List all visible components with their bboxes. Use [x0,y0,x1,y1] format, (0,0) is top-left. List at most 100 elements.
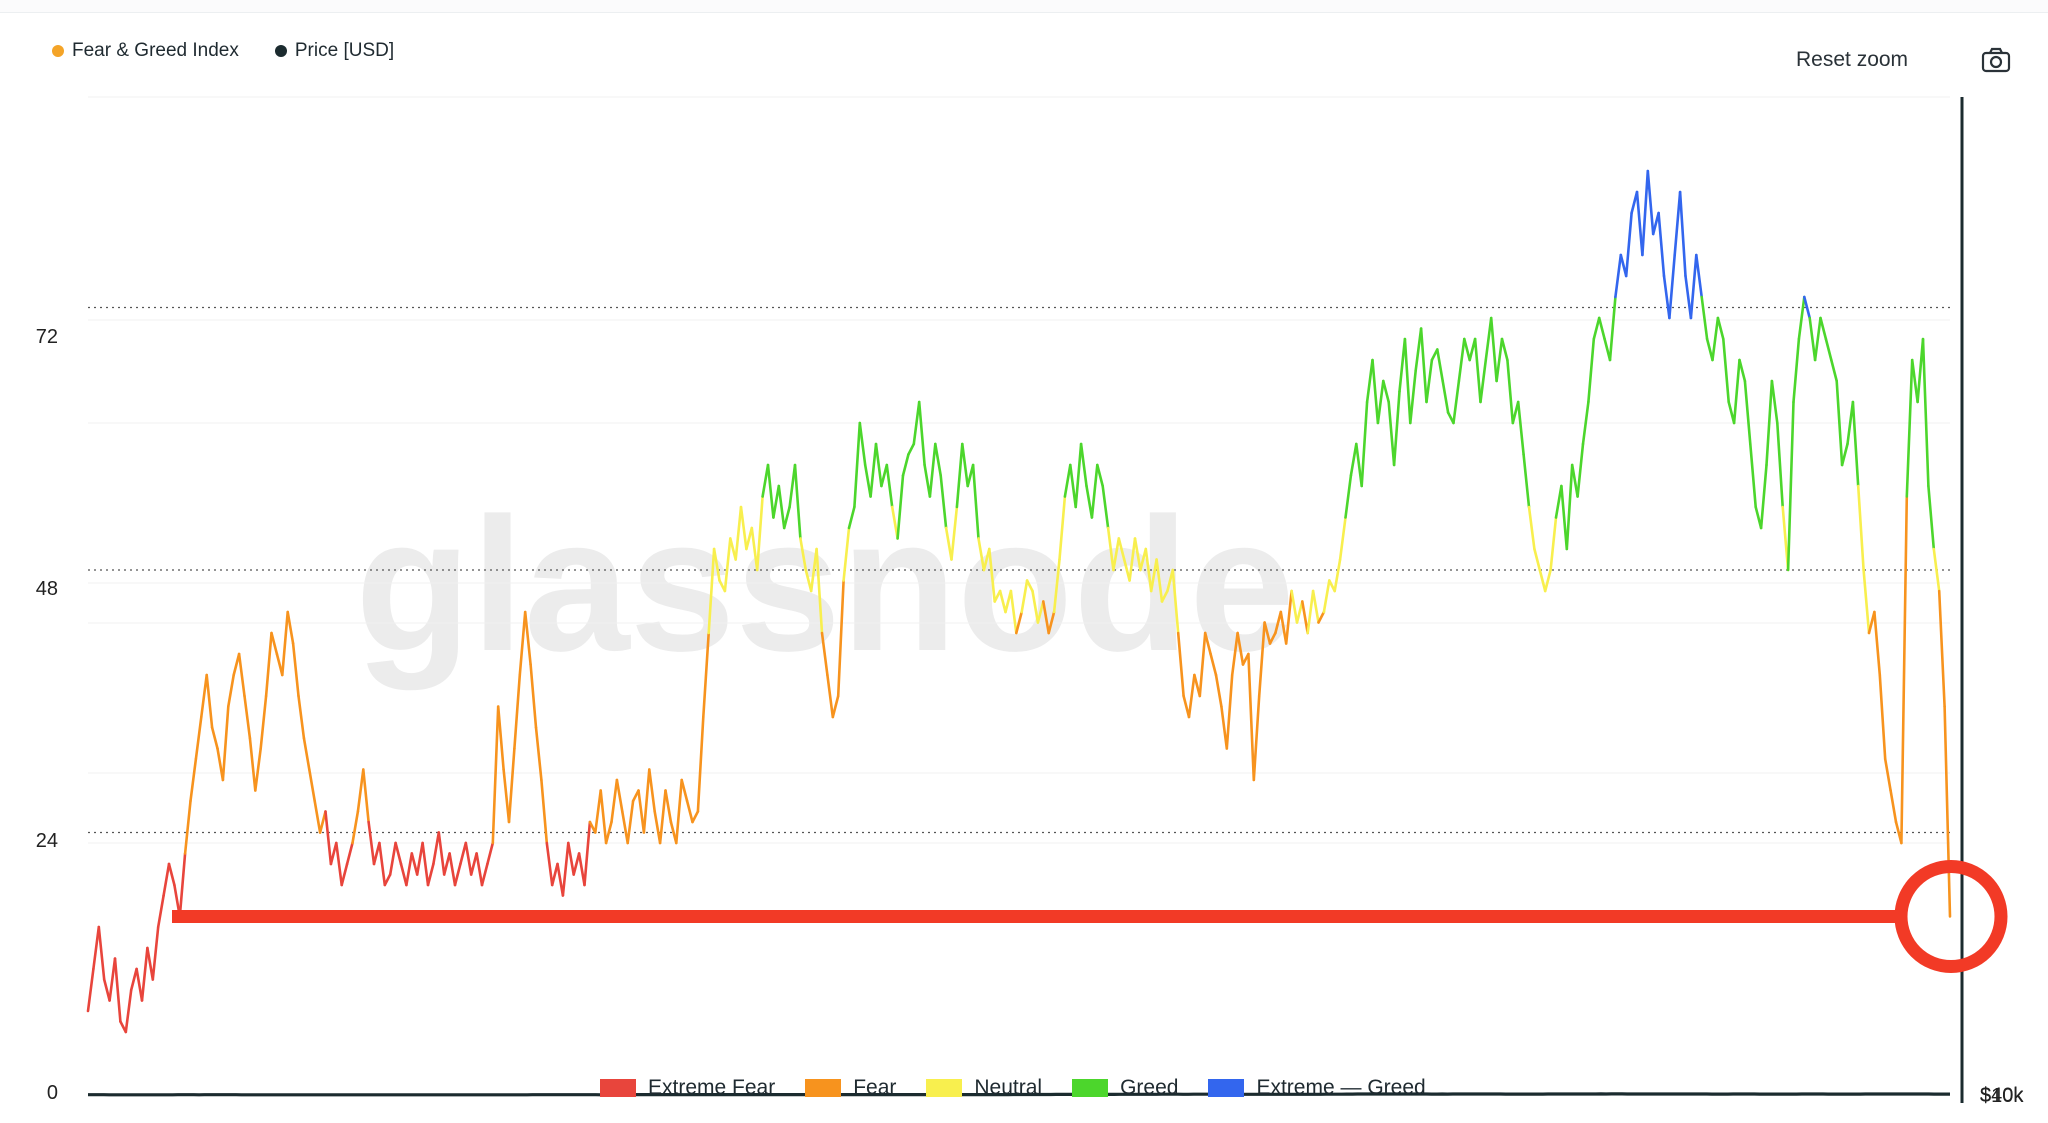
legend-item-fear-greed-index[interactable]: Fear & Greed Index [52,40,239,62]
fear-greed-segment [1279,610,1288,645]
fear-greed-segment [977,537,986,572]
fear-greed-segment [1641,169,1650,257]
fear-greed-segment [129,967,138,992]
fear-greed-segment [1349,442,1358,477]
fear-greed-segment [847,505,856,530]
legend-item-greed[interactable]: Greed [1072,1076,1178,1100]
fear-greed-segment [1937,589,1946,708]
fear-greed-segment [340,862,349,887]
camera-icon[interactable] [1980,46,2012,74]
legend-label-fear-greed: Fear & Greed Index [72,40,239,61]
fear-greed-segment [1376,379,1385,425]
fear-greed-segment [1252,694,1261,782]
fear-greed-segment [367,820,376,866]
fear-greed-segment [739,505,748,551]
fear-greed-segment [1268,631,1277,645]
fear-greed-segment [928,442,937,498]
left-tick-label: 72 [36,326,58,348]
fear-greed-segment [880,463,889,488]
legend-dot-price [274,45,287,57]
fear-greed-segment [464,841,473,876]
legend-item-price[interactable]: Price [USD] [274,40,394,62]
fear-greed-segment [183,799,192,855]
fear-greed-segment [1290,589,1299,624]
fear-greed-segment [1533,547,1542,572]
legend-item-neutral[interactable]: Neutral [926,1076,1042,1100]
fear-greed-segment [1220,705,1229,750]
fear-greed-segment [1813,316,1822,362]
fear-greed-segment [1198,631,1207,698]
fear-greed-segment [1355,442,1363,488]
fear-greed-segment [146,946,155,981]
fear-greed-segment [453,862,462,887]
fear-greed-segment [1106,526,1115,572]
fear-greed-segment [1182,694,1191,719]
fear-greed-segment [1700,295,1709,341]
right-tick-label: $10k [1980,1085,2024,1107]
fear-greed-segment [210,726,219,750]
fear-greed-segment [691,810,700,824]
fear-greed-segment [1096,463,1104,488]
fear-greed-segment [1576,442,1585,498]
fear-greed-segment [1776,421,1784,509]
fear-greed-segment [1133,537,1142,572]
fear-greed-segment [809,547,818,593]
fear-greed-segment [1856,484,1865,572]
fear-greed-segment [523,610,532,666]
fear-greed-segment [1765,379,1774,467]
highlight-marker [172,860,2008,973]
fear-greed-segment [1230,631,1239,677]
fear-greed-segment [1333,558,1342,593]
fear-greed-segment [1851,400,1860,488]
fear-greed-segment [167,862,176,887]
fear-greed-segment [1597,316,1606,341]
fear-greed-segment [1306,589,1315,635]
legend-item-extreme-greed[interactable]: Extreme — Greed [1208,1076,1426,1100]
fear-greed-segment [1311,589,1320,624]
fear-greed-segment [896,474,905,540]
fear-greed-segment [1214,673,1223,708]
fear-greed-segment [259,694,268,750]
reset-zoom-button[interactable]: Reset zoom [1790,44,1914,76]
fear-greed-segment [1549,516,1558,572]
fear-greed-segment [799,537,808,572]
fear-greed-segment [1910,358,1919,404]
fear-greed-segment [1732,358,1741,425]
fear-greed-segment [1155,558,1164,603]
fear-greed-segment [156,894,165,929]
fear-greed-series [86,169,1952,1034]
fear-greed-segment [1722,337,1730,404]
fear-greed-segment [221,705,230,782]
fear-greed-segment [1117,537,1126,561]
fear-greed-segment [1624,211,1633,278]
fear-greed-segment [1835,379,1844,467]
fear-greed-segment [874,442,883,488]
fear-greed-segment [1695,253,1703,299]
fear-greed-segment [1090,463,1099,519]
fear-greed-segment [1403,337,1412,425]
fear-greed-segment [1058,495,1067,561]
fear-greed-segment [1830,358,1838,383]
fear-greed-segment [1004,589,1013,614]
fear-greed-segment [1074,442,1083,509]
fear-greed-segment [933,442,943,477]
fear-greed-segment [345,841,354,866]
fear-greed-segment [1711,316,1720,362]
legend-item-extreme-fear[interactable]: Extreme Fear [600,1076,775,1100]
fear-greed-segment [1635,190,1644,257]
swatch-fear [805,1079,842,1097]
fear-greed-segment [1284,589,1293,645]
fear-greed-segment [993,589,1002,603]
fear-greed-segment [1803,295,1811,320]
fear-greed-segment [102,978,111,1002]
fear-greed-segment [745,526,754,551]
fear-greed-segment [1171,568,1180,635]
fear-greed-segment [685,799,694,824]
fear-greed-segment [826,673,835,719]
fear-greed-segment [987,547,997,603]
fear-greed-segment [113,957,122,1023]
fear-greed-segment [334,841,344,887]
left-tick-label: 0 [47,1082,58,1104]
legend-item-fear[interactable]: Fear [805,1076,896,1100]
